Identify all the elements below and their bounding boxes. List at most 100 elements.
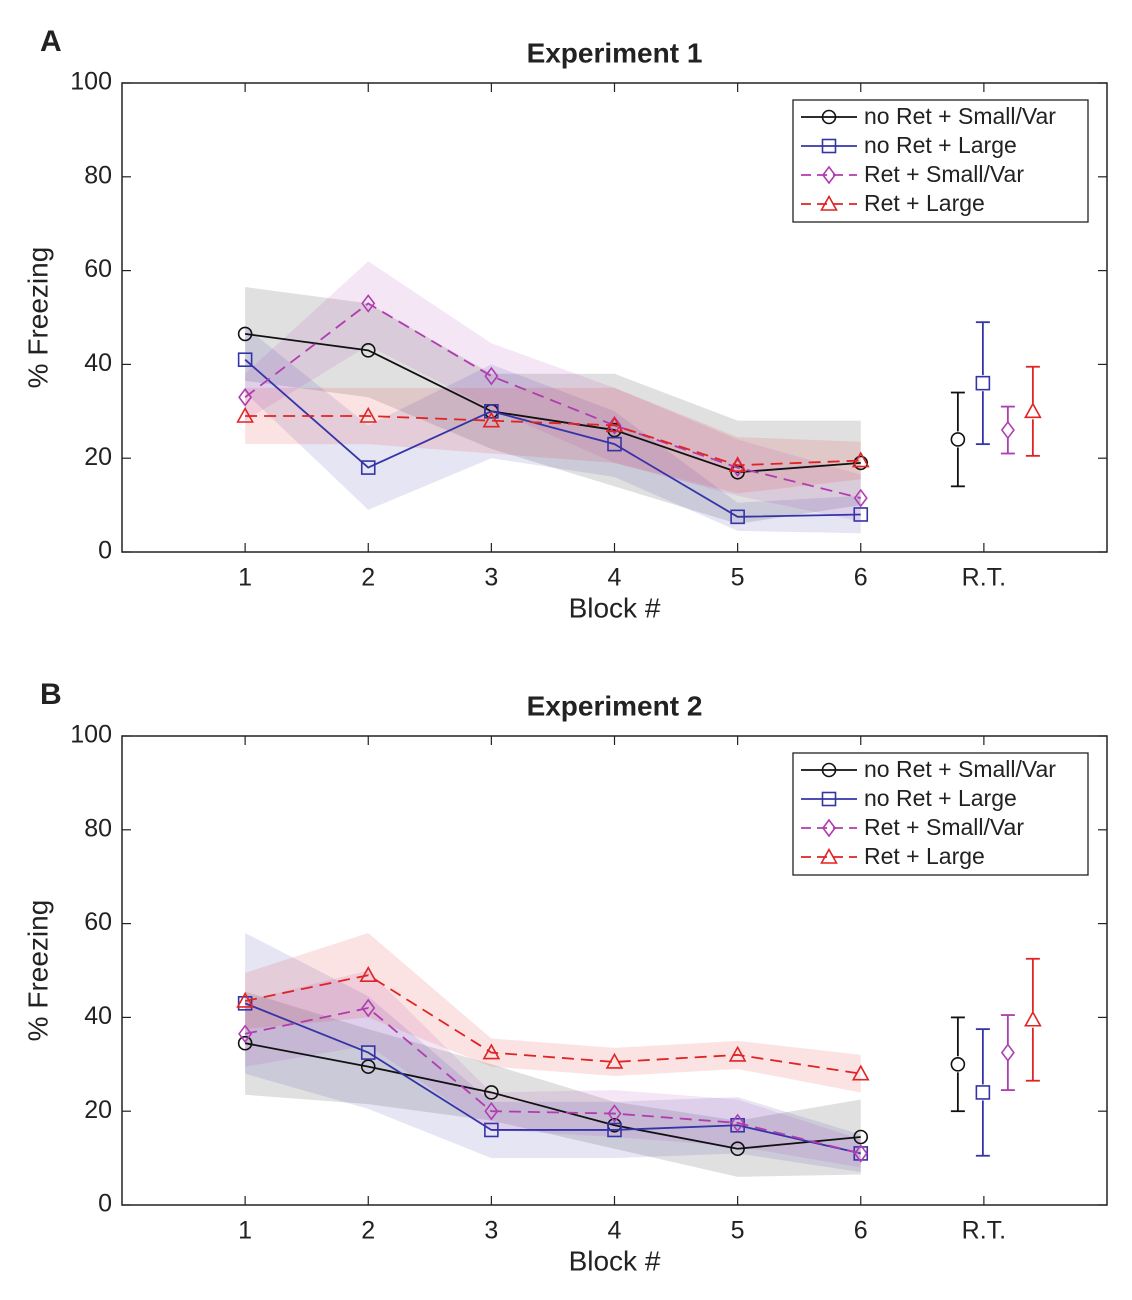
panel-label: B (40, 678, 62, 711)
marker (237, 1035, 253, 1051)
x-tick-label: 6 (854, 1217, 868, 1245)
marker (1000, 420, 1015, 440)
legend-box (792, 752, 1089, 876)
marker (605, 416, 624, 433)
rt-mask (1025, 403, 1040, 420)
marker (820, 194, 838, 211)
marker (484, 1101, 499, 1121)
y-tick-label: 60 (84, 908, 112, 936)
marker (821, 109, 837, 125)
marker (359, 406, 378, 423)
marker (360, 343, 376, 358)
y-tick-label: 20 (84, 1096, 112, 1124)
x-axis-label: Block # (569, 592, 661, 623)
series-line (245, 415, 861, 467)
legend-label: no Ret + Large (864, 132, 1017, 158)
x-tick-label: 3 (484, 564, 498, 592)
marker (1000, 1043, 1015, 1062)
y-tick-label: 80 (84, 814, 112, 842)
marker (237, 326, 253, 342)
marker (484, 1085, 499, 1100)
legend-label: no Ret + Small/Var (864, 103, 1056, 129)
marker (851, 1064, 870, 1081)
y-tick-label: 40 (84, 349, 112, 377)
y-tick-label: 80 (84, 161, 112, 189)
marker (975, 375, 991, 391)
marker (728, 1045, 747, 1062)
legend-label: Ret + Large (864, 190, 985, 216)
marker (821, 791, 837, 807)
series-line (244, 1007, 861, 1155)
y-tick-label: 0 (98, 1190, 112, 1218)
marker (1024, 1010, 1042, 1027)
axes-box (121, 82, 1108, 553)
marker (238, 1024, 253, 1044)
x-tick-label: 4 (608, 1217, 622, 1245)
series-line (244, 1042, 861, 1150)
y-tick-label: 100 (70, 721, 112, 749)
marker (820, 847, 838, 864)
marker (607, 436, 622, 452)
error-band (245, 932, 861, 1093)
rt-mask (975, 1084, 990, 1101)
error-band (245, 932, 861, 1173)
marker (853, 488, 868, 508)
marker (730, 509, 745, 525)
series-line (245, 333, 861, 474)
legend-box (792, 99, 1089, 223)
marker (730, 1113, 745, 1133)
panel-label: A (40, 25, 62, 58)
marker (975, 1085, 991, 1100)
panel: B Experiment 2 % Freezing Block # 0 20 40 60 80 1… (22, 678, 1108, 1276)
marker (361, 294, 376, 313)
axes-box (121, 735, 1108, 1206)
rt-mask (950, 1056, 965, 1073)
marker (482, 411, 501, 428)
x-tick-label: 1 (238, 564, 252, 592)
marker (360, 1059, 376, 1074)
x-tick-label: 6 (854, 564, 868, 592)
marker (730, 1141, 745, 1157)
marker (607, 1122, 622, 1138)
legend-label: Ret + Small/Var (864, 814, 1024, 840)
marker (728, 456, 747, 473)
x-tick-label: 5 (731, 1217, 745, 1245)
x-tick-label: 4 (608, 564, 622, 592)
marker (236, 991, 254, 1008)
marker (851, 451, 870, 468)
x-tick-label: 5 (731, 564, 745, 592)
x-tick-label: 3 (484, 1217, 498, 1245)
series-line (244, 974, 861, 1075)
marker (238, 387, 253, 407)
y-tick-label: 20 (84, 443, 112, 471)
error-band (245, 991, 861, 1177)
rt-mask (1000, 422, 1015, 439)
marker (605, 1052, 624, 1069)
x-tick-label: R.T. (962, 564, 1006, 592)
marker (237, 352, 253, 368)
marker (853, 1129, 869, 1145)
marker (821, 762, 837, 778)
error-band (245, 387, 861, 494)
x-tick-label: 1 (238, 1217, 252, 1245)
marker (361, 998, 376, 1018)
chart-title: Experiment 2 (527, 690, 703, 721)
marker (237, 996, 253, 1011)
error-band (245, 970, 861, 1168)
marker (822, 818, 836, 838)
marker (1024, 402, 1042, 419)
marker (607, 416, 622, 435)
error-band (245, 287, 861, 524)
marker (821, 138, 837, 154)
marker (236, 406, 254, 423)
legend-label: Ret + Small/Var (864, 161, 1024, 187)
legend-label: no Ret + Small/Var (864, 756, 1056, 782)
y-axis-label: % Freezing (22, 247, 53, 389)
y-tick-label: 100 (70, 68, 112, 96)
x-tick-label: R.T. (962, 1217, 1006, 1245)
rt-mask (1025, 1011, 1040, 1028)
series-line (244, 1002, 861, 1155)
marker (360, 460, 376, 475)
chart-title: Experiment 1 (527, 37, 703, 68)
legend-label: no Ret + Large (864, 785, 1017, 811)
